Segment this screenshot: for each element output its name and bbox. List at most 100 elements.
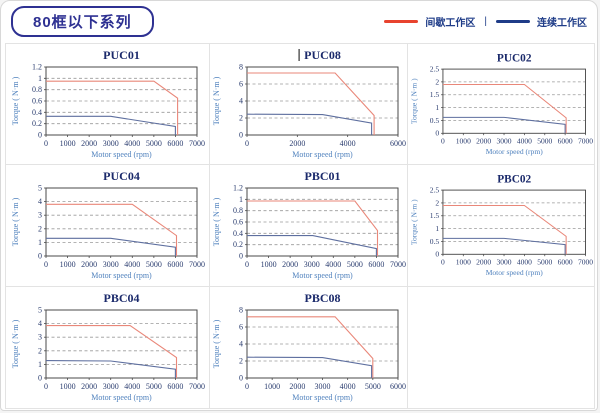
svg-text:6000: 6000 [390,382,406,391]
series-title-badge: 80框以下系列 [11,5,154,37]
svg-text:1000: 1000 [456,258,471,267]
svg-text:6000: 6000 [368,260,384,269]
svg-text:3: 3 [38,211,42,220]
svg-text:Motor speed (rpm): Motor speed (rpm) [292,393,353,402]
torque-speed-chart: PBC02 0 0.5 1 1.5 2 2.5 0 1000 2000 3000 4000 5000 60… [409,174,593,278]
svg-text:1: 1 [435,103,439,112]
svg-text:6000: 6000 [167,260,183,269]
svg-text:4: 4 [239,96,243,105]
svg-text:1.2: 1.2 [32,62,42,71]
chart-cell: PUC02 0 0.5 1 1.5 2 2.5 0 1000 2000 3000 4000 5000 60… [408,44,594,166]
svg-text:5000: 5000 [537,258,552,267]
svg-text:2000: 2000 [81,260,97,269]
svg-text:PBC08: PBC08 [305,291,341,305]
legend-label-intermittent: 间歇工作区 [425,17,476,29]
svg-text:PBC01: PBC01 [305,169,341,183]
svg-text:2000: 2000 [476,136,491,145]
legend-label-continuous: 连续工作区 [537,17,587,29]
svg-text:0: 0 [44,139,48,148]
svg-text:7000: 7000 [390,260,406,269]
svg-text:1000: 1000 [60,382,76,391]
svg-text:Torque ( N·m ): Torque ( N·m ) [212,76,221,125]
svg-text:3000: 3000 [315,382,331,391]
svg-text:2: 2 [435,77,439,86]
svg-text:0: 0 [44,260,48,269]
torque-speed-chart: PBC08 0 2 4 6 8 0 1000 2000 3000 4000 5000 6000 Motor… [212,291,406,402]
svg-text:0: 0 [239,130,243,139]
svg-text:0: 0 [441,136,445,145]
svg-text:5000: 5000 [537,136,552,145]
svg-text:1: 1 [38,74,42,83]
torque-speed-chart: PUC02 0 0.5 1 1.5 2 2.5 0 1000 2000 3000 4000 5000 60… [409,52,593,156]
svg-text:4000: 4000 [517,258,532,267]
svg-text:Motor speed (rpm): Motor speed (rpm) [91,393,152,402]
svg-text:7000: 7000 [578,136,593,145]
svg-text:0: 0 [245,139,249,148]
svg-text:Torque ( N·m ): Torque ( N·m ) [11,319,20,368]
chart-cell: PBC08 0 2 4 6 8 0 1000 2000 3000 4000 5000 6000 Motor… [210,286,408,408]
svg-text:4000: 4000 [325,260,341,269]
svg-text:0.8: 0.8 [233,206,243,215]
svg-text:Motor speed (rpm): Motor speed (rpm) [486,268,543,277]
torque-speed-chart: PUC08 0 2 4 6 8 0 2000 4000 6000 Motor speed (rpm)… [212,48,406,159]
svg-text:2.5: 2.5 [430,64,440,73]
svg-text:3000: 3000 [496,136,511,145]
svg-text:1000: 1000 [60,260,76,269]
svg-text:0.2: 0.2 [233,240,243,249]
legend: 间歇工作区 | 连续工作区 [384,14,587,29]
chart-cell: PUC04 0 1 2 3 4 5 0 1000 2000 3000 4000 5000 6000 7000… [6,165,210,287]
header: 80框以下系列 间歇工作区 | 连续工作区 [1,1,597,41]
svg-text:6000: 6000 [558,258,573,267]
svg-text:0: 0 [435,128,439,137]
svg-text:5000: 5000 [347,260,363,269]
legend-separator: | [484,15,487,27]
svg-text:Motor speed (rpm): Motor speed (rpm) [292,271,353,280]
svg-text:Torque ( N·m ): Torque ( N·m ) [11,197,20,246]
svg-text:4: 4 [38,319,42,328]
svg-text:4: 4 [239,339,243,348]
svg-text:6000: 6000 [167,382,183,391]
svg-text:PUC01: PUC01 [103,48,140,62]
svg-text:0: 0 [44,382,48,391]
chart-grid: PUC01 0 0.2 0.4 0.6 0.8 1 1.2 0 1000 2000 3000 4000 5… [5,43,595,409]
svg-text:7000: 7000 [189,382,205,391]
svg-text:4000: 4000 [124,382,140,391]
red-line-swatch [384,19,419,23]
svg-text:1000: 1000 [261,260,277,269]
svg-text:1.5: 1.5 [430,90,440,99]
svg-text:7000: 7000 [578,258,593,267]
svg-text:Motor speed (rpm): Motor speed (rpm) [292,150,353,159]
svg-text:0.4: 0.4 [233,229,243,238]
svg-text:5: 5 [38,184,42,193]
svg-text:1000: 1000 [264,382,280,391]
chart-cell: PUC08 0 2 4 6 8 0 2000 4000 6000 Motor speed (rpm)… [210,44,408,166]
svg-text:0: 0 [441,258,445,267]
svg-text:3000: 3000 [103,139,119,148]
svg-text:1.5: 1.5 [430,211,440,220]
svg-text:0.6: 0.6 [233,218,243,227]
svg-text:PUC02: PUC02 [497,52,532,64]
svg-text:0: 0 [239,252,243,261]
svg-text:2: 2 [239,113,243,122]
chart-cell: PUC01 0 0.2 0.4 0.6 0.8 1 1.2 0 1000 2000 3000 4000 5… [6,44,210,166]
svg-text:1000: 1000 [456,136,471,145]
svg-text:0.2: 0.2 [32,119,42,128]
svg-text:7000: 7000 [189,260,205,269]
svg-text:3000: 3000 [304,260,320,269]
blue-line-swatch [496,19,530,23]
svg-text:Torque ( N·m ): Torque ( N·m ) [11,76,20,125]
svg-text:Motor speed (rpm): Motor speed (rpm) [91,150,152,159]
svg-text:0.5: 0.5 [430,115,440,124]
svg-text:2000: 2000 [81,139,97,148]
svg-text:PBC02: PBC02 [497,174,531,186]
svg-text:6000: 6000 [558,136,573,145]
svg-text:1000: 1000 [60,139,76,148]
svg-text:4: 4 [38,197,42,206]
svg-text:2000: 2000 [289,382,305,391]
svg-text:Motor speed (rpm): Motor speed (rpm) [486,147,543,156]
svg-text:3: 3 [38,333,42,342]
svg-text:1: 1 [38,238,42,247]
svg-text:PBC04: PBC04 [104,291,140,305]
svg-text:4000: 4000 [124,139,140,148]
